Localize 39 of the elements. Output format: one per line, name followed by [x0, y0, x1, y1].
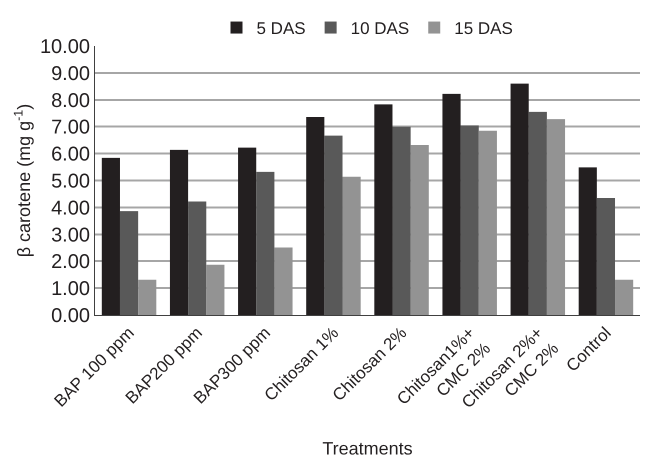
y-tick-label: 2.00: [51, 251, 90, 274]
bar: [442, 94, 461, 315]
bar: [342, 176, 361, 315]
bar: [460, 125, 479, 315]
bar: [274, 247, 293, 315]
bar: [392, 126, 411, 315]
bar: [596, 198, 616, 315]
bar: [410, 144, 429, 315]
bar: [615, 280, 634, 315]
bar: [478, 130, 497, 315]
bar: [138, 280, 156, 315]
bar: [102, 158, 120, 315]
bar: [546, 119, 566, 315]
bar: [510, 84, 529, 315]
y-tick-label: 8.00: [51, 90, 90, 112]
bar: [170, 150, 188, 315]
bar: [578, 167, 597, 315]
y-tick-label: 9.00: [51, 62, 90, 85]
bar: [256, 172, 274, 315]
legend-label: 10 DAS: [350, 19, 410, 38]
y-tick-label: 7.00: [51, 116, 90, 139]
bar: [238, 148, 256, 315]
bar: [528, 112, 547, 315]
x-axis-title: Treatments: [322, 438, 413, 459]
y-tick-label: 10.00: [40, 36, 90, 58]
legend-label: 15 DAS: [454, 19, 513, 38]
bar: [306, 117, 324, 315]
bar: [120, 211, 138, 315]
bar: [324, 136, 343, 315]
y-tick-label: 0.00: [51, 305, 90, 327]
y-tick-label: 6.00: [51, 144, 90, 166]
bar: [374, 104, 392, 315]
y-tick-label: 4.00: [51, 197, 90, 220]
y-tick-label: 5.00: [51, 170, 90, 192]
legend-label: 5 DAS: [256, 19, 306, 38]
bar: [206, 264, 224, 315]
bar: [188, 201, 206, 315]
y-tick-label: 1.00: [51, 278, 90, 300]
y-tick-label: 3.00: [51, 224, 90, 246]
